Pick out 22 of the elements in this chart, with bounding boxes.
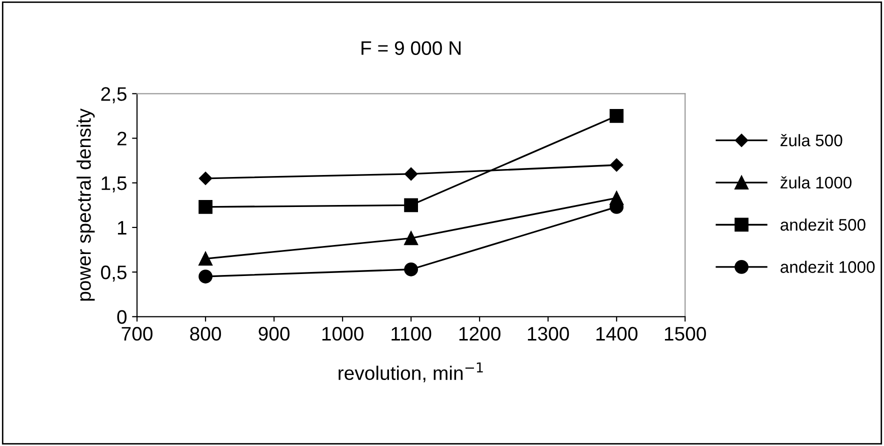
x-tick-label: 1400 xyxy=(596,326,638,341)
x-axis-title: revolution, min$^{−1}$ xyxy=(338,362,483,382)
x-tick-label: 1300 xyxy=(528,326,569,341)
y-tick-label: 1,5 xyxy=(102,176,126,192)
x-tick-label: 1100 xyxy=(392,326,432,341)
legend-label: žula 500 xyxy=(780,134,842,146)
y-tick-label: 1 xyxy=(118,221,126,235)
chart-title: F = 9 000 N xyxy=(362,41,461,55)
x-tick-label: 1500 xyxy=(664,326,706,341)
y-tick-label: 2 xyxy=(117,132,126,146)
x-tick-label: 900 xyxy=(258,326,290,341)
x-tick-label: 700 xyxy=(122,326,152,341)
y-tick-label: 0 xyxy=(117,310,127,324)
y-tick-label: 2,5 xyxy=(101,87,126,104)
x-tick-label: 1200 xyxy=(459,326,500,341)
y-tick-label: 0,5 xyxy=(101,266,126,282)
x-tick-label: 800 xyxy=(190,326,221,341)
legend-label: andezit 1000 xyxy=(780,260,875,273)
x-tick-label: 1000 xyxy=(322,326,364,341)
legend-label: andezit 500 xyxy=(780,218,866,231)
legend-label: žula 1000 xyxy=(780,176,852,189)
y-axis-title: power spectral density xyxy=(76,108,95,301)
